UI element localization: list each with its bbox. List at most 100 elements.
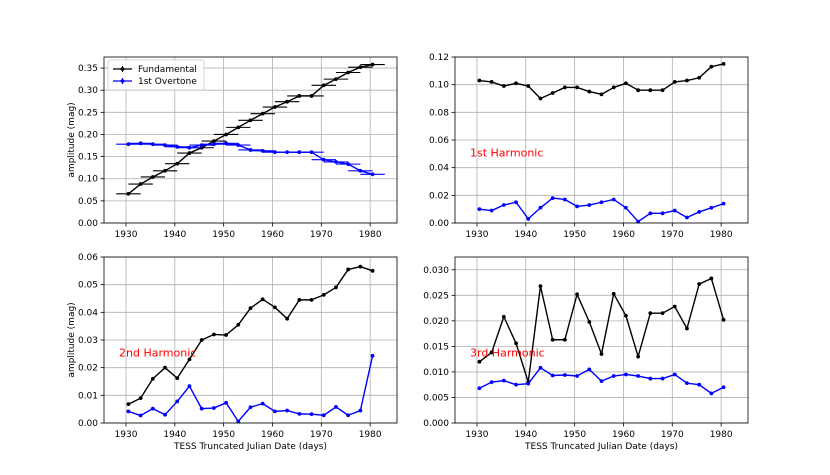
data-point-fundamental <box>514 81 518 86</box>
data-point-1st-overtone <box>685 381 689 386</box>
data-point-fundamental <box>501 314 506 319</box>
data-point-fundamental <box>236 125 241 130</box>
data-point-1st-overtone <box>514 382 518 387</box>
data-point-fundamental <box>489 350 494 355</box>
data-point-1st-overtone <box>624 205 628 210</box>
data-point-fundamental <box>660 88 665 93</box>
data-point-fundamental <box>358 65 363 70</box>
panel-third-harmonic: 1930 1940 1950 1960 1970 1980 0.000 0.005 0.010 0… <box>423 256 749 452</box>
data-point-fundamental <box>709 64 714 69</box>
data-point-1st-overtone <box>175 144 180 149</box>
data-point-fundamental <box>138 396 143 400</box>
legend-box <box>107 59 205 91</box>
data-point-fundamental <box>575 85 579 90</box>
data-point-fundamental <box>175 376 180 381</box>
data-point-1st-overtone <box>370 353 375 358</box>
y-tick-label: 0.12 <box>429 53 449 63</box>
data-point-1st-overtone <box>697 210 702 214</box>
data-point-fundamental <box>514 341 518 346</box>
y-tick-label: 0.08 <box>429 108 449 118</box>
data-point-1st-overtone <box>550 373 555 378</box>
data-point-1st-overtone <box>150 142 155 147</box>
data-point-1st-overtone <box>309 150 314 155</box>
data-point-1st-overtone <box>199 406 204 411</box>
y-tick-label: 0.35 <box>78 64 98 74</box>
data-point-1st-overtone <box>648 376 653 381</box>
y-tick-label: 0.03 <box>78 336 98 346</box>
y-tick-label: 0.030 <box>423 266 449 276</box>
data-point-fundamental <box>685 78 689 83</box>
axes-frame <box>103 256 398 424</box>
x-tick-label: 1930 <box>115 230 138 240</box>
x-tick-label: 1950 <box>212 430 235 440</box>
data-point-fundamental <box>624 313 628 318</box>
data-point-1st-overtone <box>599 379 604 384</box>
data-point-1st-overtone <box>636 219 641 224</box>
data-point-fundamental <box>297 94 302 98</box>
data-point-fundamental <box>346 70 351 75</box>
data-point-1st-overtone <box>321 157 326 162</box>
x-tick-label: 1960 <box>261 430 284 440</box>
data-point-fundamental <box>550 337 555 342</box>
data-point-1st-overtone <box>126 142 131 147</box>
y-tick-label: 0.15 <box>78 153 98 163</box>
x-tick-label: 1980 <box>359 230 382 240</box>
y-tick-label: 0.000 <box>423 419 449 429</box>
x-tick-label: 1950 <box>563 430 586 440</box>
data-point-1st-overtone <box>248 405 253 410</box>
data-point-1st-overtone <box>660 376 665 381</box>
harmonic-annotation: 1st Harmonic <box>470 147 543 160</box>
data-point-fundamental <box>477 78 482 83</box>
data-point-1st-overtone <box>236 419 241 424</box>
data-point-1st-overtone <box>477 386 482 391</box>
data-point-fundamental <box>126 191 131 196</box>
data-point-1st-overtone <box>550 196 555 201</box>
data-point-1st-overtone <box>224 141 228 146</box>
data-point-1st-overtone <box>721 201 726 206</box>
harmonic-annotation: 2nd Harmonic <box>119 347 196 360</box>
x-tick-label: 1960 <box>612 230 635 240</box>
data-point-1st-overtone <box>538 205 543 210</box>
x-axis-label: TESS Truncated Julian Date (days) <box>524 442 678 452</box>
x-tick-label: 1940 <box>163 230 186 240</box>
data-point-fundamental <box>163 365 167 370</box>
data-point-1st-overtone <box>224 400 228 405</box>
data-point-fundamental <box>562 337 567 342</box>
data-point-fundamental <box>599 352 604 356</box>
data-point-1st-overtone <box>526 216 531 221</box>
data-point-1st-overtone <box>187 384 192 389</box>
x-tick-label: 1950 <box>212 230 235 240</box>
data-point-fundamental <box>611 85 616 90</box>
axes-frame <box>103 56 398 224</box>
data-point-fundamental <box>562 85 567 90</box>
y-tick-label: 0.30 <box>78 86 98 96</box>
x-tick-label: 1970 <box>310 230 333 240</box>
y-tick-label: 0.02 <box>78 364 98 374</box>
x-tick-label: 1940 <box>163 430 186 440</box>
data-point-1st-overtone <box>587 203 592 207</box>
data-point-fundamental <box>150 376 155 381</box>
data-point-fundamental <box>163 168 167 173</box>
data-point-1st-overtone <box>721 385 726 390</box>
x-tick-label: 1930 <box>115 430 138 440</box>
data-point-1st-overtone <box>526 381 531 386</box>
data-point-fundamental <box>550 91 555 95</box>
x-tick-label: 1970 <box>661 230 684 240</box>
y-tick-label: 0.01 <box>78 391 98 401</box>
data-point-fundamental <box>126 402 131 407</box>
legend-label-1st-overtone: 1st Overtone <box>138 77 197 87</box>
y-tick-label: 0.20 <box>78 130 98 140</box>
data-point-fundamental <box>624 81 628 86</box>
data-point-1st-overtone <box>211 406 216 410</box>
y-tick-label: 0.06 <box>78 253 98 263</box>
x-tick-label: 1940 <box>514 230 537 240</box>
data-point-fundamental <box>526 84 531 88</box>
data-point-1st-overtone <box>285 408 290 413</box>
data-point-fundamental <box>660 311 665 316</box>
data-point-1st-overtone <box>685 215 689 220</box>
data-point-fundamental <box>199 338 204 342</box>
data-point-fundamental <box>260 297 265 302</box>
data-point-fundamental <box>636 88 641 93</box>
series-1st-overtone <box>477 365 726 396</box>
panel-first-harmonic: 1930 1940 1950 1960 1970 1980 0.00 0.02 0.04 0.06… <box>429 53 749 240</box>
